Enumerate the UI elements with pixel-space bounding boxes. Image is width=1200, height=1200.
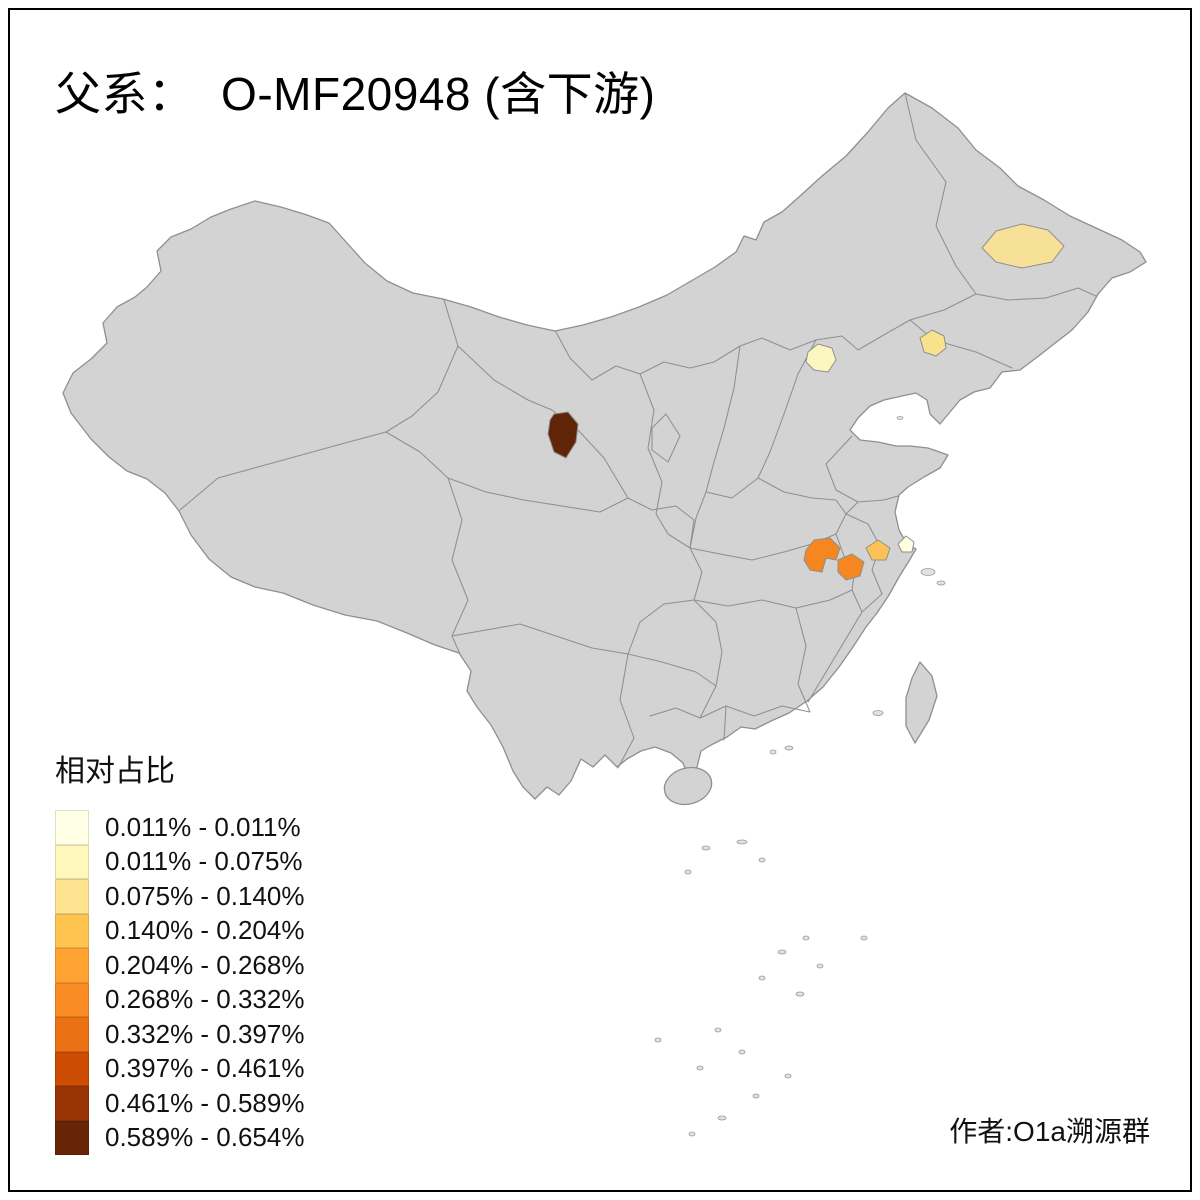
legend-item: 0.268% - 0.332%	[55, 982, 305, 1017]
china-mainland	[62, 92, 1147, 800]
highlight-anhui	[865, 539, 891, 561]
legend-label: 0.011% - 0.075%	[105, 846, 303, 877]
legend-item: 0.332% - 0.397%	[55, 1017, 304, 1052]
legend-swatch	[55, 879, 89, 914]
legend-swatch	[55, 948, 89, 983]
hainan-island	[663, 766, 713, 806]
legend-title: 相对占比	[55, 755, 175, 788]
legend-label: 0.268% - 0.332%	[105, 984, 305, 1015]
legend-label: 0.397% - 0.461%	[105, 1053, 305, 1084]
highlight-hubei-east	[837, 553, 865, 581]
legend-swatch	[55, 1051, 89, 1086]
legend-swatch	[55, 810, 89, 845]
map-highlights	[547, 223, 1065, 581]
highlight-beijing	[805, 343, 837, 373]
legend-label: 0.204% - 0.268%	[105, 949, 305, 980]
highlight-qinghai	[547, 411, 579, 459]
legend-item: 0.011% - 0.075%	[55, 844, 304, 879]
highlight-heilongjiang	[981, 223, 1065, 269]
legend-label: 0.140% - 0.204%	[105, 915, 305, 946]
legend-label: 0.332% - 0.397%	[105, 1018, 305, 1049]
legend-swatch	[55, 1086, 89, 1121]
taiwan-island	[905, 661, 938, 744]
legend-item: 0.589% - 0.654%	[55, 1120, 305, 1155]
legend-item: 0.397% - 0.461%	[55, 1051, 305, 1086]
legend: 相对占比 0.011% - 0.011% 0.011% - 0.075% 0.075…	[55, 746, 304, 1155]
legend-swatch	[55, 1120, 89, 1155]
legend-item: 0.204% - 0.268%	[55, 948, 304, 983]
legend-swatch	[55, 913, 89, 948]
legend-item: 0.140% - 0.204%	[55, 913, 305, 948]
legend-label: 0.011% - 0.011%	[105, 811, 301, 842]
highlight-shanghai	[897, 535, 915, 553]
page-title: 父系： O-MF20948 (含下游)	[55, 68, 656, 120]
legend-item: 0.461% - 0.589%	[55, 1086, 304, 1121]
sea-islands	[654, 416, 946, 1137]
legend-rows: 0.011% - 0.011% 0.011% - 0.075% 0.075% - 0…	[55, 810, 304, 1155]
highlight-liaoning	[919, 329, 947, 357]
legend-swatch	[55, 1017, 89, 1052]
legend-swatch	[55, 982, 89, 1017]
legend-label: 0.075% - 0.140%	[105, 880, 305, 911]
legend-swatch	[55, 844, 89, 879]
highlight-hubei-west	[803, 537, 841, 573]
legend-label: 0.589% - 0.654%	[105, 1122, 305, 1153]
legend-item: 0.011% - 0.011%	[55, 810, 304, 845]
legend-label: 0.461% - 0.589%	[105, 1087, 305, 1118]
author-credit: 作者:O1a溯源群	[949, 1116, 1150, 1147]
legend-item: 0.075% - 0.140%	[55, 879, 304, 914]
